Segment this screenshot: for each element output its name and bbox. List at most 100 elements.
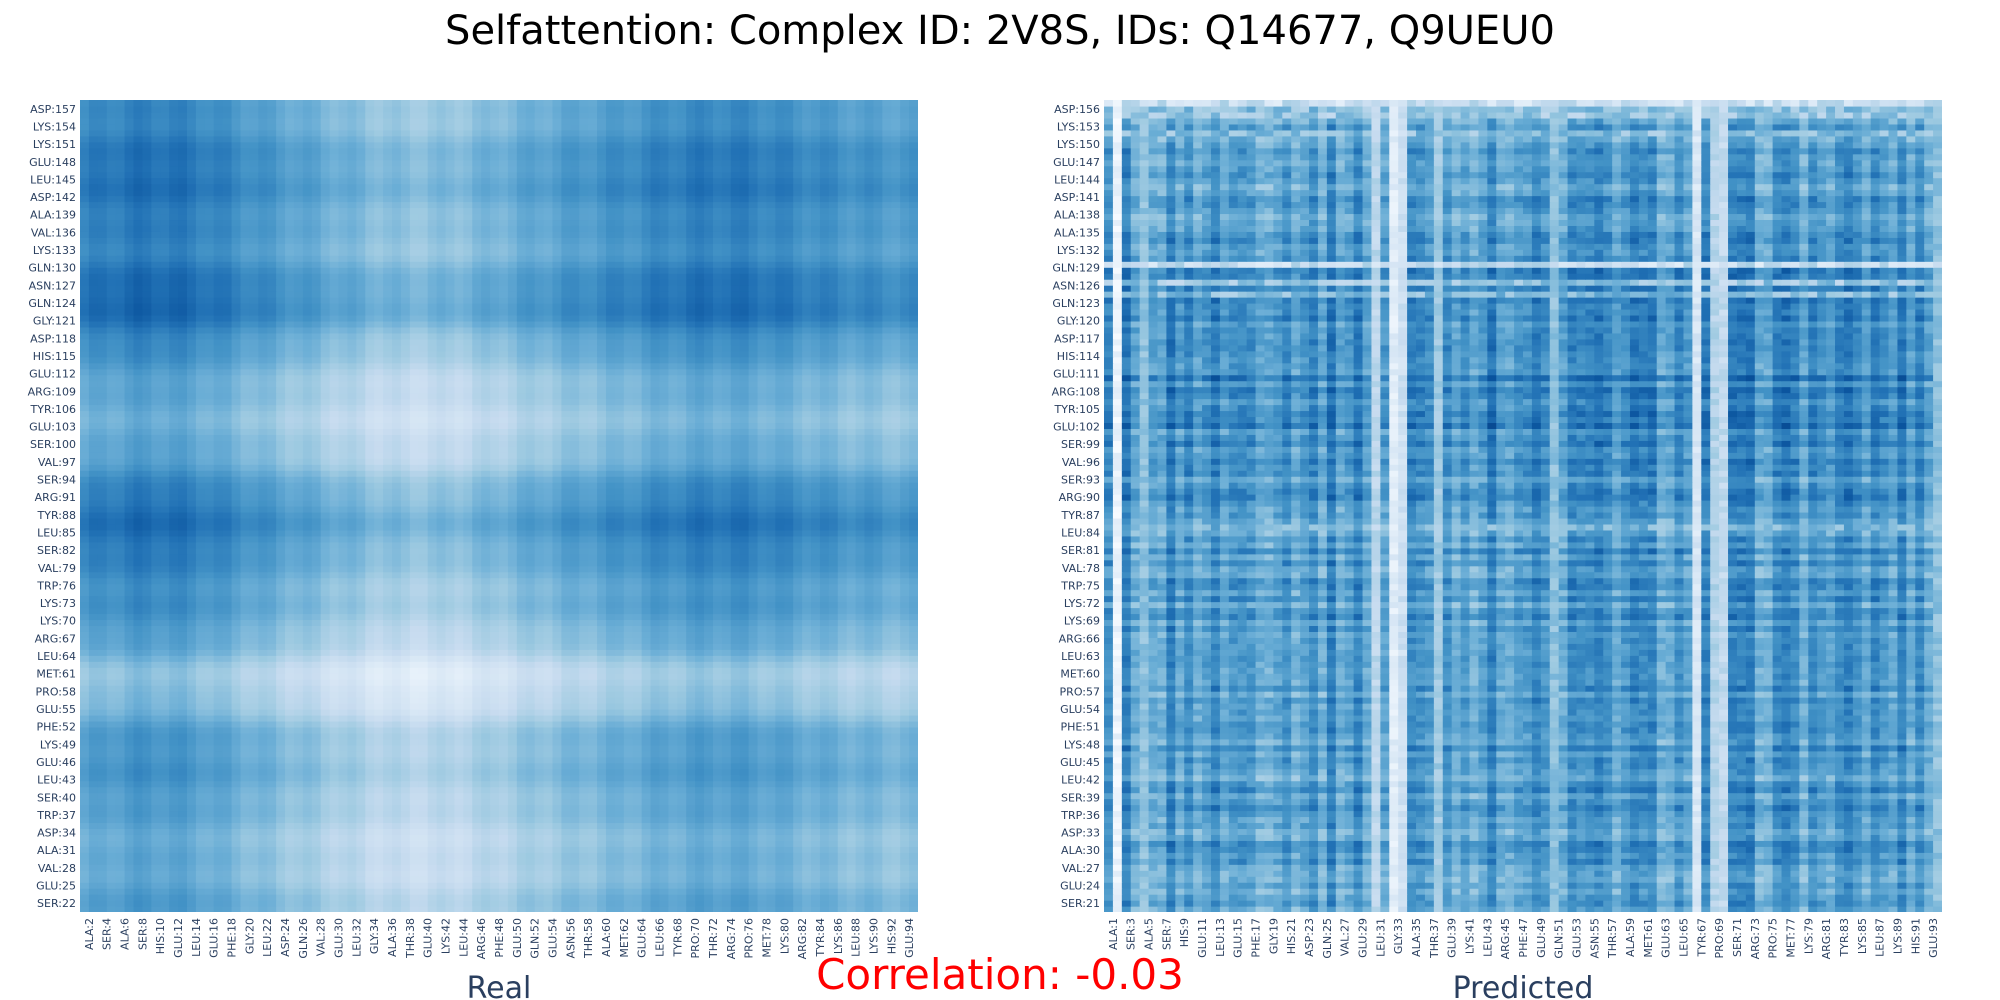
real-heatmap-cell (686, 661, 696, 668)
real-heatmap-cell (579, 691, 589, 698)
real-heatmap-cell (454, 876, 464, 883)
real-heatmap-cell (285, 858, 295, 865)
real-heatmap-cell (427, 643, 438, 650)
real-heatmap-cell (873, 774, 883, 782)
real-heatmap-cell (463, 667, 473, 674)
real-heatmap-cell (445, 900, 456, 907)
real-heatmap-cell (213, 804, 224, 812)
real-heatmap-cell (793, 864, 803, 871)
real-heatmap-cell (106, 816, 117, 824)
real-heatmap-cell (873, 726, 883, 734)
real-heatmap-cell (855, 840, 866, 847)
real-heatmap-cell (80, 732, 90, 740)
real-heatmap-cell (730, 828, 741, 835)
real-heatmap-cell (392, 888, 402, 895)
real-heatmap-cell (160, 762, 170, 770)
real-heatmap-cell (909, 709, 918, 716)
real-heatmap-cell (552, 864, 562, 871)
real-heatmap-cell (704, 726, 714, 734)
real-heatmap-cell (115, 631, 126, 638)
real-heatmap-cell (507, 744, 518, 752)
real-heatmap-cell (356, 828, 366, 835)
real-heatmap-cell (356, 697, 366, 704)
real-heatmap-cell (730, 703, 741, 710)
real-heatmap-cell (579, 673, 589, 680)
real-heatmap-cell (793, 649, 803, 656)
real-heatmap-cell (88, 786, 99, 794)
real-heatmap-cell (445, 738, 456, 746)
real-heatmap-cell (534, 804, 545, 812)
real-heatmap-cell (347, 637, 357, 644)
real-heatmap-cell (88, 810, 99, 818)
real-heatmap-cell (142, 768, 152, 776)
real-heatmap-cell (106, 756, 117, 764)
real-heatmap-cell (828, 822, 839, 830)
real-heatmap-cell (418, 846, 429, 853)
real-heatmap-cell (499, 768, 509, 776)
real-heatmap-cell (427, 870, 438, 877)
real-heatmap-cell (668, 720, 678, 728)
real-heatmap-cell (864, 744, 875, 752)
real-heatmap-cell (793, 601, 803, 609)
real-heatmap-cell (570, 714, 580, 722)
real-heatmap-cell (347, 613, 357, 621)
real-heatmap-cell (543, 786, 554, 794)
real-heatmap-cell (329, 625, 340, 632)
real-heatmap-cell (80, 876, 90, 883)
real-heatmap-cell (302, 691, 313, 698)
real-heatmap-cell (142, 822, 152, 830)
real-heatmap-cell (311, 804, 322, 812)
real-heatmap-cell (481, 703, 491, 710)
real-heatmap-cell (427, 714, 438, 722)
real-heatmap-cell (570, 840, 580, 847)
real-heatmap-cell (231, 762, 242, 770)
real-heatmap-cell (632, 834, 643, 841)
real-heatmap-cell (882, 822, 892, 830)
real-heatmap-cell (249, 655, 259, 662)
real-heatmap-cell (365, 768, 375, 776)
real-heatmap-cell (311, 685, 322, 692)
real-heatmap-cell (293, 906, 304, 912)
real-heatmap-cell (481, 828, 491, 835)
real-heatmap-cell (151, 756, 161, 764)
real-heatmap-cell (285, 876, 295, 883)
real-heatmap-cell (490, 876, 500, 883)
real-heatmap-cell (561, 762, 571, 770)
real-heatmap-cell (133, 780, 143, 788)
real-heatmap-cell (347, 792, 357, 800)
real-heatmap-cell (338, 840, 349, 847)
real-heatmap-cell (267, 655, 277, 662)
real-heatmap-cell (552, 894, 562, 901)
real-heatmap-cell (677, 625, 687, 632)
real-heatmap-cell (151, 774, 161, 782)
real-heatmap-cell (552, 649, 562, 656)
real-heatmap-cell (186, 589, 197, 597)
real-heatmap-cell (222, 840, 233, 847)
real-heatmap-cell (614, 697, 625, 704)
real-heatmap-cell (766, 768, 776, 776)
real-heatmap-cell (383, 798, 393, 806)
real-heatmap-cell (222, 673, 233, 680)
real-heatmap-cell (436, 595, 447, 603)
real-heatmap-cell (222, 822, 233, 830)
real-heatmap-cell (659, 595, 669, 603)
real-heatmap-cell (730, 720, 741, 728)
real-heatmap-cell (579, 637, 589, 644)
real-heatmap-cell (909, 649, 918, 656)
real-heatmap-cell (730, 792, 741, 800)
real-heatmap-cell (846, 768, 857, 776)
real-heatmap-cell (258, 876, 268, 883)
real-heatmap-cell (846, 607, 857, 615)
real-heatmap-cell (632, 762, 643, 770)
real-heatmap-cell (748, 661, 759, 668)
real-heatmap-cell (570, 643, 580, 650)
real-heatmap-cell (900, 667, 910, 674)
real-heatmap-cell (695, 870, 705, 877)
real-heatmap-cell (293, 685, 304, 692)
real-heatmap-cell (499, 876, 509, 883)
real-heatmap-cell (454, 595, 464, 603)
real-heatmap-cell (178, 750, 188, 758)
real-heatmap-cell (133, 852, 143, 859)
real-heatmap-cell (721, 625, 732, 632)
real-heatmap-cell (525, 762, 536, 770)
